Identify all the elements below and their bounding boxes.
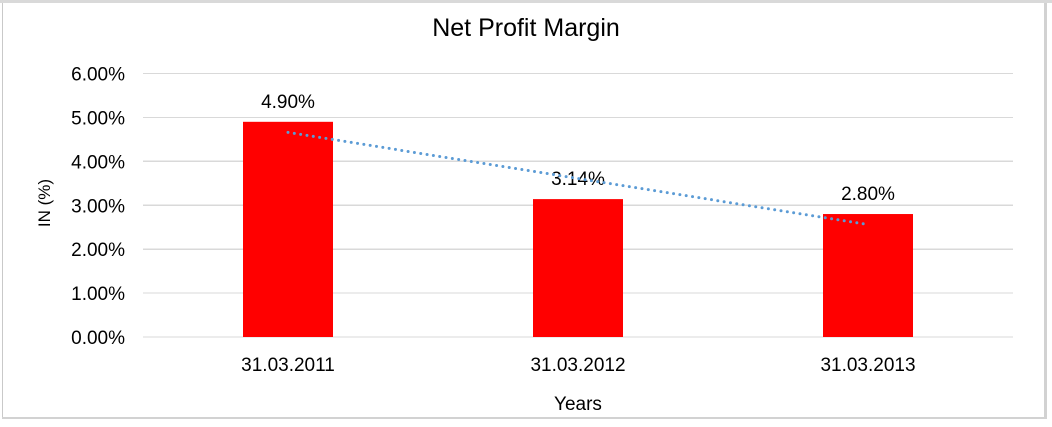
frame-border-left (2, 3, 3, 419)
y-tick-label: 4.00% (71, 152, 125, 173)
x-tick-label: 31.03.2013 (820, 355, 915, 376)
x-axis-title: Years (554, 394, 602, 415)
bar-value-label: 4.90% (261, 92, 315, 113)
bar-31.03.2012 (533, 199, 623, 337)
y-tick-label: 1.00% (71, 284, 125, 305)
x-tick-label: 31.03.2012 (530, 355, 625, 376)
bar-31.03.2011 (243, 121, 333, 337)
trendline (286, 130, 870, 227)
bar-31.03.2013 (823, 214, 913, 337)
y-tick-label: 6.00% (71, 65, 125, 86)
y-tick-label: 3.00% (71, 196, 125, 217)
chart-title: Net Profit Margin (432, 14, 620, 42)
frame-border-bottom (2, 417, 1047, 419)
frame-border-right (1044, 3, 1047, 419)
frame-border-top (0, 0, 1052, 3)
bar-value-label: 2.80% (841, 184, 895, 205)
x-tick-label: 31.03.2011 (241, 355, 335, 376)
y-tick-label: 0.00% (71, 328, 125, 349)
y-tick-label: 2.00% (71, 240, 125, 261)
y-tick-label: 5.00% (71, 108, 125, 129)
